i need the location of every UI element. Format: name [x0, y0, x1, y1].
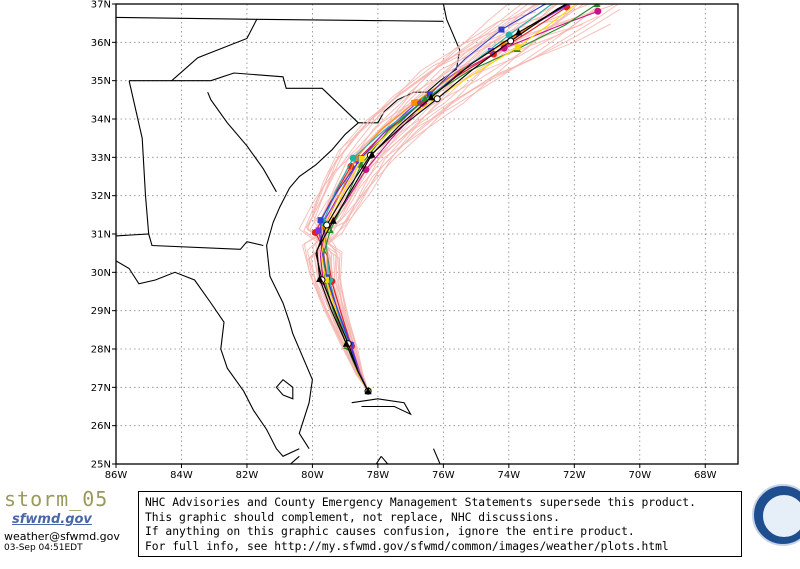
land-border-line — [116, 16, 444, 22]
lon-tick-label: 86W — [105, 470, 128, 481]
track-point-circle — [594, 7, 602, 15]
ensemble-track — [303, 4, 617, 392]
lon-tick-label: 76W — [432, 470, 455, 481]
model-track — [322, 4, 554, 392]
lat-tick-label: 37N — [91, 0, 111, 11]
track-point-circle — [433, 95, 441, 103]
model-track — [315, 4, 568, 392]
ensemble-track — [306, 12, 542, 392]
track-point-square — [323, 225, 330, 232]
lon-tick-label: 74W — [498, 470, 521, 481]
latitude-tick-labels: 25N 26N 27N 28N 29N 30N 31N 32N 33N 34N 35N 36N 37N — [91, 0, 116, 471]
track-point-square — [358, 155, 365, 162]
disclaimer-line: For full info, see http://my.sfwmd.gov/s… — [145, 539, 669, 553]
ensemble-track — [298, 11, 537, 392]
track-point-square — [315, 227, 322, 234]
track-point-square — [514, 44, 521, 51]
disclaimer-line: This graphic should complement, not repl… — [145, 510, 560, 524]
lon-tick-label: 78W — [367, 470, 390, 481]
storm-name: storm_05 — [4, 487, 109, 511]
land-border-line — [432, 448, 441, 464]
track-point-square — [500, 40, 507, 47]
lon-tick-label: 70W — [628, 470, 651, 481]
track-point-circle — [323, 221, 331, 229]
model-track — [314, 6, 568, 392]
lon-tick-label: 68W — [694, 470, 717, 481]
lon-tick-label: 84W — [170, 470, 193, 481]
disclaimer-line: If anything on this graphic causes confu… — [145, 525, 635, 538]
seal-emblem — [762, 494, 800, 538]
storm-track-map: 25N26N27N28N29N30N31N32N33N34N35N36N37N … — [90, 0, 739, 481]
lon-tick-label: 80W — [301, 470, 324, 481]
lat-tick-label: 32N — [91, 191, 111, 202]
land-border-line — [210, 72, 359, 124]
lon-tick-label: 72W — [563, 470, 586, 481]
lat-tick-label: 36N — [91, 38, 111, 49]
ensemble-track — [301, 4, 591, 392]
track-point-triangle — [368, 150, 376, 158]
lat-tick-label: 27N — [91, 383, 111, 394]
land-border-line — [275, 378, 294, 400]
lat-tick-label: 34N — [91, 115, 111, 126]
track-point-square — [426, 91, 433, 98]
longitude-tick-labels: 86W 84W 82W 80W 78W 76W 74W 72W 70W 68W — [105, 464, 717, 481]
model-track — [316, 4, 569, 392]
issue-timestamp: 03-Sep 04:51EDT — [4, 543, 83, 553]
ensemble-track — [311, 4, 509, 392]
lat-tick-label: 33N — [91, 153, 111, 164]
track-point-triangle — [364, 387, 372, 395]
track-point-triangle — [421, 95, 429, 103]
track-point-triangle — [316, 274, 324, 282]
land-border-line — [171, 19, 258, 82]
land-border-line — [116, 260, 300, 457]
track-point-circle — [349, 154, 357, 162]
track-point-triangle — [427, 93, 435, 101]
lat-tick-label: 29N — [91, 306, 111, 317]
track-point-square — [411, 99, 418, 106]
track-point-triangle — [342, 339, 350, 347]
disclaimer-line: NHC Advisories and County Emergency Mana… — [145, 496, 696, 509]
land-border-line — [207, 91, 277, 193]
track-point-triangle — [515, 28, 523, 36]
track-point-square — [317, 217, 324, 224]
sfwmd-seal-logo — [752, 484, 800, 546]
track-point-triangle — [593, 4, 601, 7]
org-link[interactable]: sfwmd.gov — [12, 512, 92, 527]
land-border-line — [289, 455, 300, 464]
lat-tick-label: 26N — [91, 421, 111, 432]
lat-tick-label: 28N — [91, 345, 111, 356]
land-border-line — [128, 80, 150, 235]
coastline-and-state-borders — [116, 4, 461, 464]
disclaimer-box: NHC Advisories and County Emergency Mana… — [138, 491, 742, 557]
lat-tick-label: 25N — [91, 460, 111, 471]
track-point-square — [322, 276, 329, 283]
lat-tick-label: 30N — [91, 268, 111, 279]
land-border-line — [116, 233, 264, 250]
track-point-triangle — [329, 216, 337, 224]
lat-tick-label: 35N — [91, 76, 111, 87]
lat-tick-label: 31N — [91, 230, 111, 241]
land-border-line — [351, 398, 412, 416]
lon-tick-label: 82W — [236, 470, 259, 481]
track-point-square — [498, 26, 505, 33]
forecast-tracks — [298, 4, 621, 395]
contact-email[interactable]: weather@sfwmd.gov — [4, 530, 120, 543]
model-track — [320, 4, 548, 392]
ensemble-track — [303, 4, 536, 392]
